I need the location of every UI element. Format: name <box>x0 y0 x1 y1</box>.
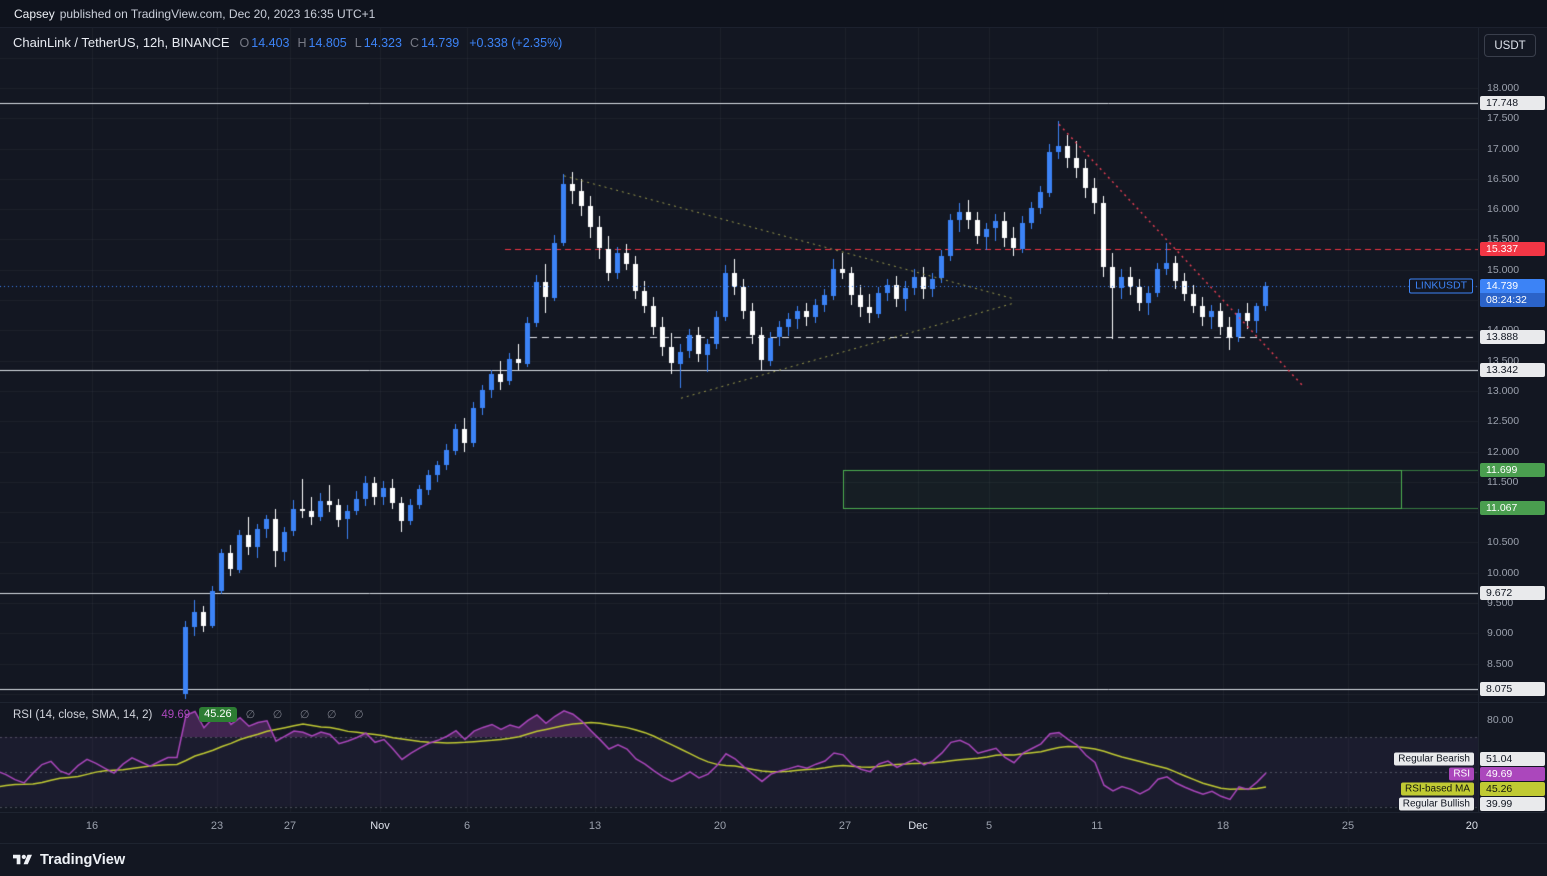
price-line-symbol-label: LINKUSDT <box>1409 278 1473 294</box>
time-tick: 6 <box>463 820 471 832</box>
symbol-header: ChainLink / TetherUS, 12h, BINANCE O 14.4… <box>13 35 562 50</box>
close-value: 14.739 <box>420 35 460 50</box>
current-price-value: 14.739 <box>1480 278 1545 293</box>
pane-separator[interactable] <box>0 702 1547 703</box>
rsi-value-badge: 49.69 <box>1480 767 1545 781</box>
price-tick: 11.500 <box>1487 475 1519 488</box>
rsi-ma-value-pill: 45.26 <box>199 707 237 722</box>
price-tick: 18.000 <box>1487 81 1520 94</box>
ohlc-values: O 14.403 H 14.805 L 14.323 C 14.739 <box>240 36 460 50</box>
indicator-label-chip: RSI-based MA <box>1400 782 1474 796</box>
chart-container: ChainLink / TetherUS, 12h, BINANCE O 14.4… <box>0 28 1547 843</box>
time-tick: 13 <box>588 820 602 832</box>
current-price-badge: 14.739 08:24:32 <box>1480 278 1545 307</box>
time-tick: 23 <box>210 820 224 832</box>
rsi-value-badge: 39.99 <box>1480 797 1545 811</box>
price-tick: 16.500 <box>1487 172 1520 185</box>
price-level-badge: 13.888 <box>1480 330 1545 345</box>
publish-info-bar: Capsey published on TradingView.com, Dec… <box>0 0 1547 28</box>
change-value: +0.338 (+2.35%) <box>469 35 563 50</box>
tradingview-wordmark[interactable]: TradingView <box>40 852 126 868</box>
indicator-label-chip: RSI <box>1449 767 1474 781</box>
high-value: 14.805 <box>308 35 347 50</box>
price-tick: 17.500 <box>1487 112 1520 125</box>
time-tick: 16 <box>85 820 99 832</box>
time-tick: Nov <box>370 820 390 832</box>
time-tick: 11 <box>1091 820 1103 832</box>
time-tick: 25 <box>1341 820 1355 832</box>
price-axis[interactable]: USDT 18.000 17.500 17.000 16.500 16.000 15.50… <box>1479 28 1547 702</box>
price-tick: 10.000 <box>1487 566 1520 579</box>
symbol-title[interactable]: ChainLink / TetherUS, 12h, BINANCE <box>13 35 230 50</box>
price-level-badge: 15.337 <box>1480 242 1545 257</box>
indicator-label-chip: Regular Bearish <box>1394 752 1474 766</box>
price-tick: 9.500 <box>1487 597 1514 610</box>
bar-countdown: 08:24:32 <box>1480 292 1545 307</box>
price-level-badge: 17.748 <box>1480 96 1545 111</box>
time-tick: 2024 <box>1465 820 1478 832</box>
open-label: O <box>239 35 250 50</box>
rsi-pane-canvas[interactable] <box>0 702 1478 812</box>
rsi-status-line: RSI (14, close, SMA, 14, 2) 49.69 45.26 … <box>13 707 371 722</box>
currency-toggle-button[interactable]: USDT <box>1484 34 1536 57</box>
low-label: L <box>354 35 362 50</box>
time-tick: 18 <box>1216 820 1230 832</box>
divergence-null-markers: ∅ ∅ ∅ ∅ ∅ <box>245 708 371 721</box>
publish-text: published on TradingView.com, Dec 20, 20… <box>59 6 376 21</box>
axis-separator <box>0 812 1547 813</box>
indicator-label-chip: Regular Bullish <box>1398 797 1474 811</box>
price-tick: 16.000 <box>1487 203 1520 216</box>
price-level-badge: 13.342 <box>1480 363 1545 378</box>
axis-vertical-separator <box>1478 28 1479 812</box>
time-tick: 27 <box>283 820 297 832</box>
price-level-badge: 8.075 <box>1480 682 1545 697</box>
price-chart-canvas[interactable] <box>0 28 1478 702</box>
time-tick: 27 <box>838 820 852 832</box>
time-tick: 20 <box>713 820 727 832</box>
rsi-current-value: 49.69 <box>161 708 191 721</box>
open-value: 14.403 <box>251 35 290 50</box>
rsi-tick: 80.00 <box>1487 714 1514 727</box>
price-level-badge: 9.672 <box>1480 585 1545 600</box>
price-tick: 12.500 <box>1487 415 1520 428</box>
rsi-title[interactable]: RSI (14, close, SMA, 14, 2) <box>13 708 153 721</box>
low-value: 14.323 <box>363 35 402 50</box>
price-level-badge: 11.699 <box>1480 462 1545 477</box>
rsi-value-badge: 51.04 <box>1480 752 1545 766</box>
high-label: H <box>297 35 307 50</box>
rsi-axis[interactable]: 80.00 51.04 49.69 45.26 39.99 <box>1479 702 1547 812</box>
publisher-name: Capsey <box>14 6 55 21</box>
price-tick: 13.000 <box>1487 384 1520 397</box>
attribution-bar: TradingView <box>0 843 1547 876</box>
time-axis[interactable]: 16 23 27 Nov 6 13 20 27 Dec 5 11 18 25 2024 <box>0 812 1478 843</box>
price-level-badge: 11.067 <box>1480 501 1545 516</box>
price-tick: 15.000 <box>1487 263 1520 276</box>
time-tick: 5 <box>985 820 993 832</box>
price-tick: 9.000 <box>1487 627 1514 640</box>
tradingview-logo-icon[interactable] <box>13 852 32 868</box>
rsi-value-badge: 45.26 <box>1480 782 1545 796</box>
price-tick: 8.500 <box>1487 657 1514 670</box>
close-label: C <box>409 35 419 50</box>
price-tick: 17.000 <box>1487 142 1520 155</box>
price-tick: 12.000 <box>1487 445 1520 458</box>
rsi-label-overlay: Regular Bearish RSI RSI-based MA Regular Bu… <box>0 702 1478 812</box>
time-tick: Dec <box>908 820 928 832</box>
price-tick: 10.500 <box>1487 536 1520 549</box>
